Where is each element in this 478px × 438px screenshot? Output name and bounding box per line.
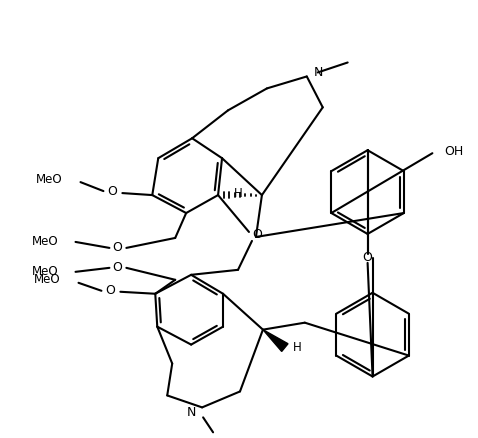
Text: MeO: MeO: [32, 265, 59, 278]
Text: MeO: MeO: [32, 236, 59, 248]
Text: H: H: [234, 187, 243, 200]
Text: H: H: [293, 341, 302, 354]
Text: MeO: MeO: [36, 173, 63, 186]
Text: O: O: [108, 184, 117, 198]
Text: O: O: [112, 241, 122, 254]
Text: O: O: [106, 284, 115, 297]
Text: N: N: [187, 406, 196, 419]
Text: O: O: [252, 229, 262, 241]
Text: O: O: [112, 261, 122, 274]
Text: O: O: [363, 251, 372, 265]
Text: MeO: MeO: [34, 273, 61, 286]
Text: OH: OH: [445, 145, 464, 158]
Polygon shape: [263, 330, 288, 351]
Text: N: N: [314, 66, 323, 79]
